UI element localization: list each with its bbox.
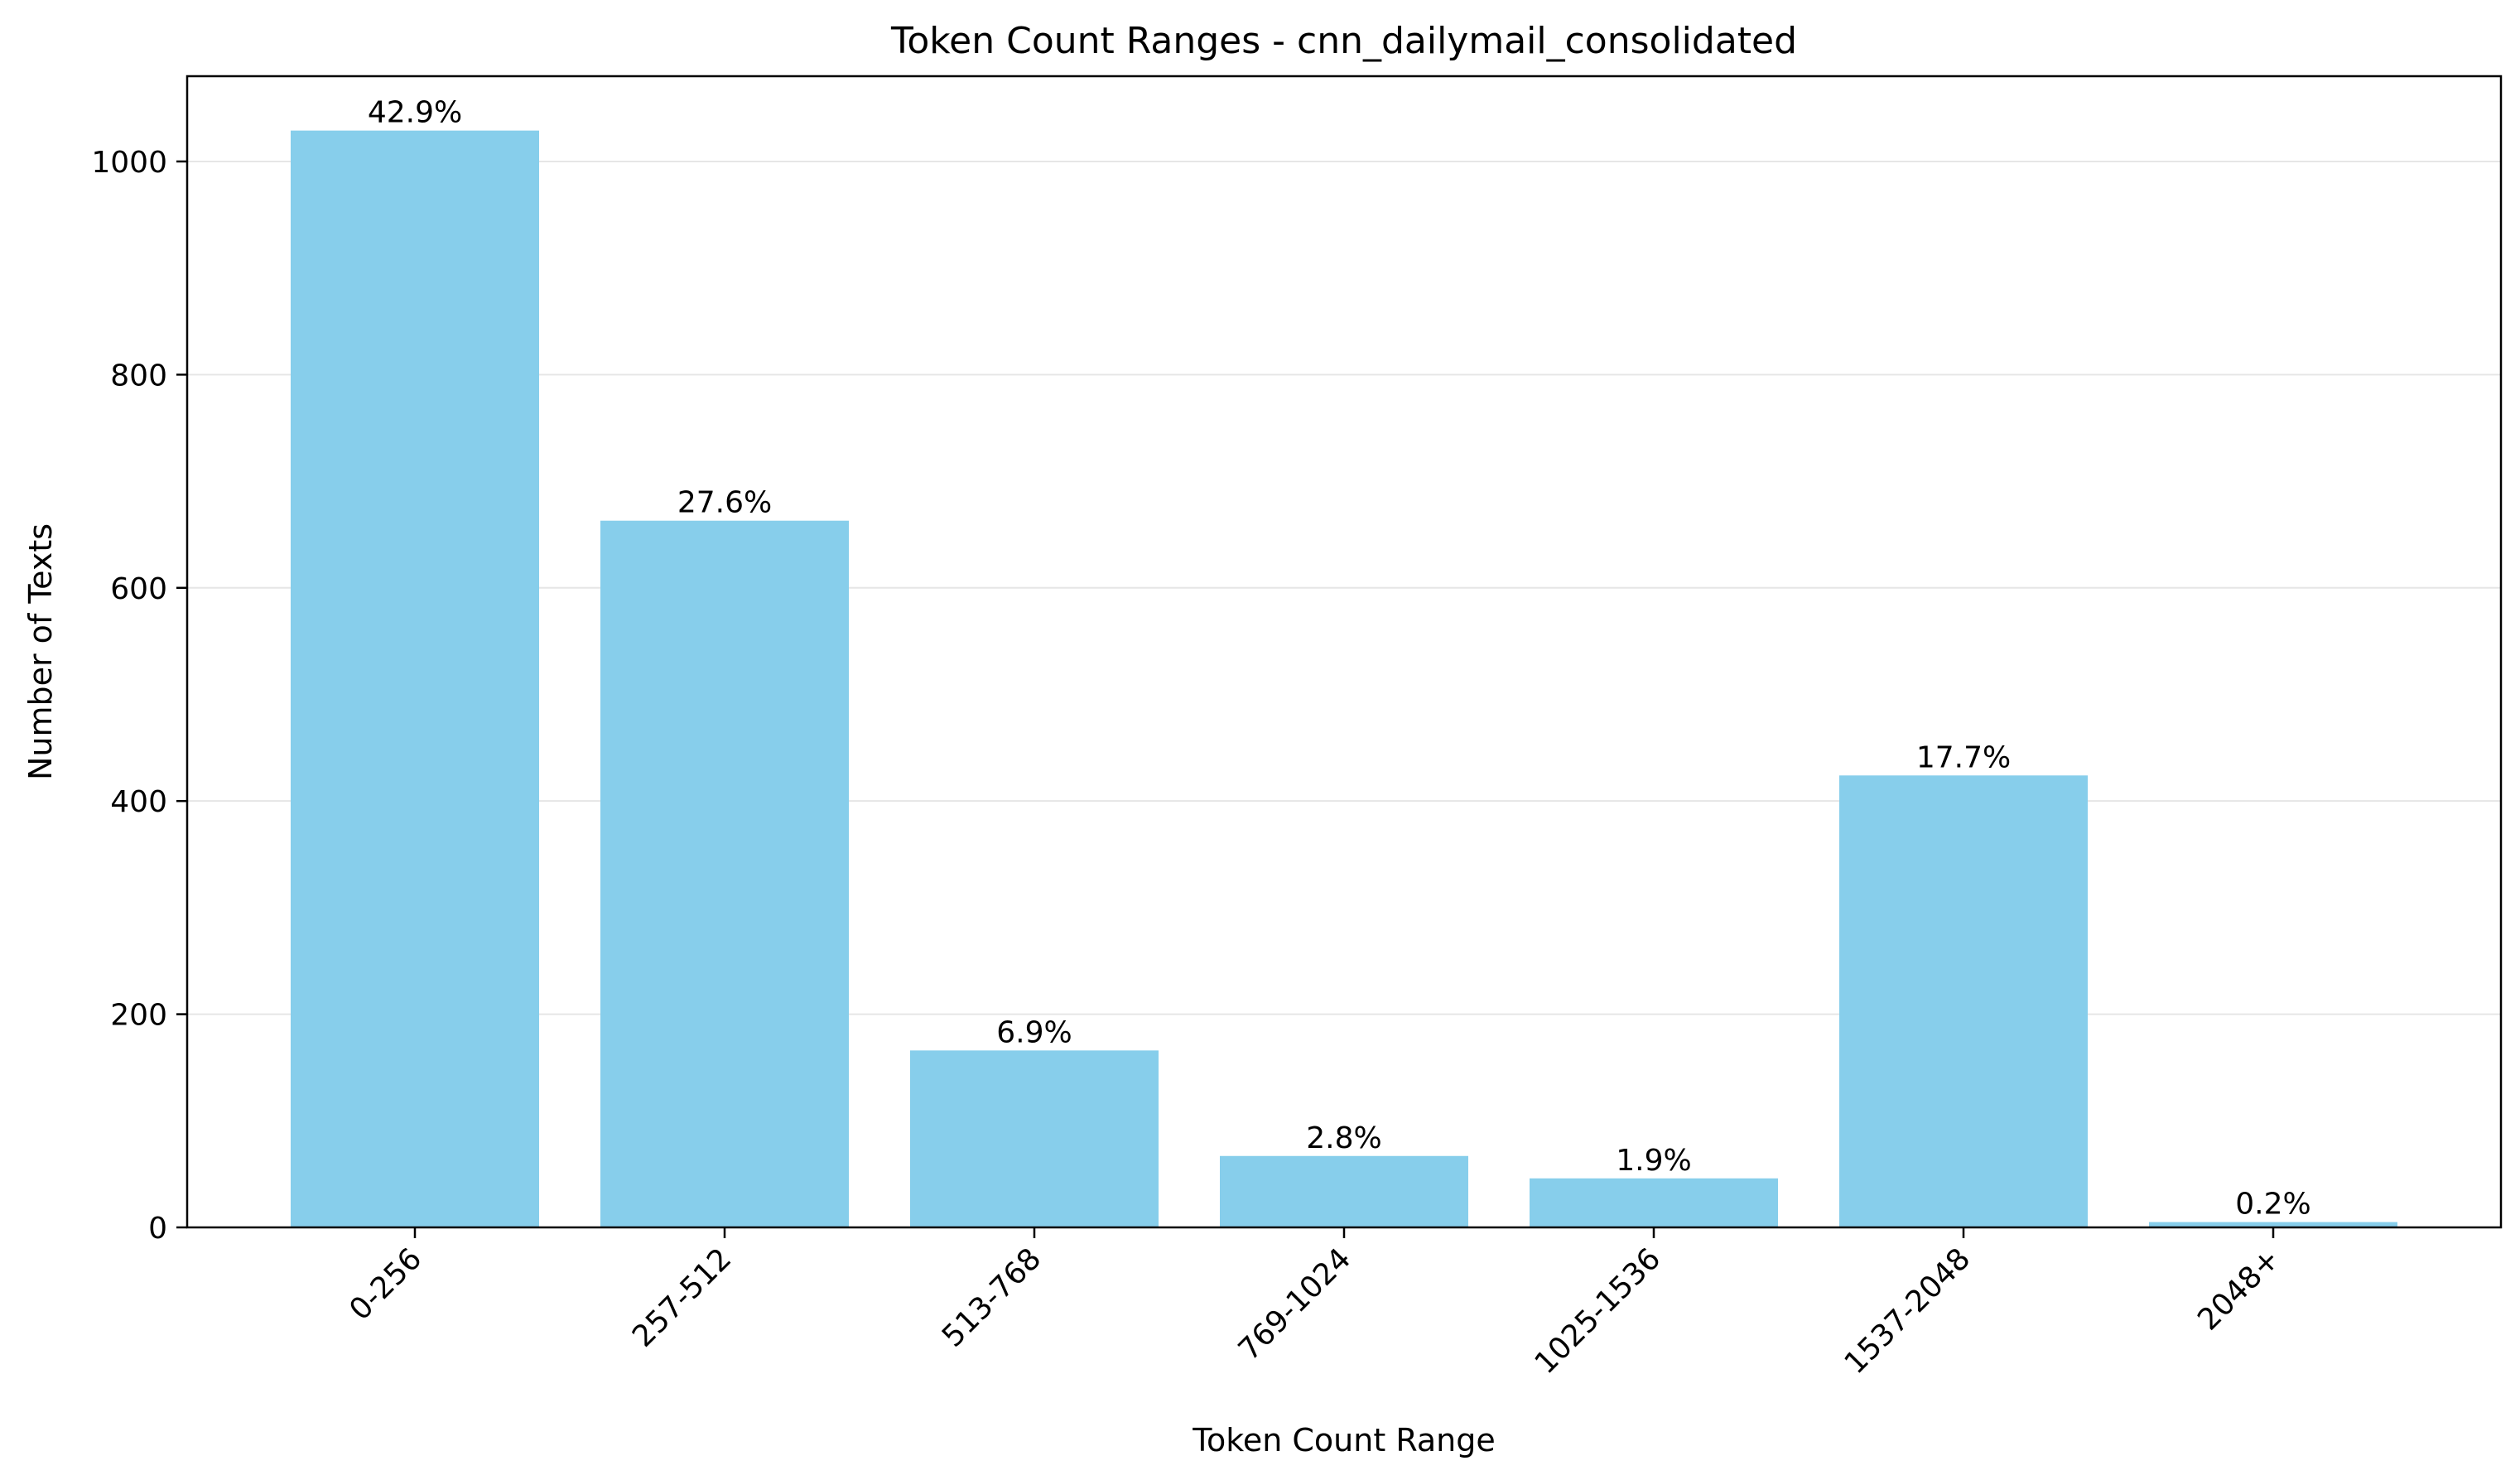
data-label: 17.7% [1916, 740, 2011, 774]
data-label: 1.9% [1616, 1144, 1691, 1178]
x-tick-label: 1537-2048 [1838, 1241, 1978, 1381]
x-tick-label: 1025-1536 [1529, 1241, 1668, 1381]
y-axis: 0 200 400 600 800 1000 [91, 146, 187, 1246]
data-label: 42.9% [368, 96, 462, 130]
bars [291, 130, 2397, 1227]
data-label: 6.9% [996, 1015, 1072, 1049]
bar-769-1024 [1220, 1155, 1468, 1227]
y-tick-label: 0 [148, 1212, 167, 1246]
data-label: 2.8% [1306, 1121, 1381, 1155]
bar-0-256 [291, 130, 539, 1227]
x-tick-label: 769-1024 [1232, 1241, 1358, 1367]
bar-1025-1536 [1530, 1178, 1778, 1227]
bar-513-768 [910, 1050, 1159, 1227]
x-tick-label: 2048+ [2191, 1241, 2286, 1337]
data-labels: 42.9% 27.6% 6.9% 2.8% 1.9% 17.7% 0.2% [368, 96, 2311, 1222]
y-tick-label: 200 [110, 999, 167, 1033]
x-tick-label: 513-768 [936, 1241, 1048, 1353]
data-label: 27.6% [677, 486, 772, 520]
y-tick-label: 800 [110, 359, 167, 393]
x-tick-label: 257-512 [626, 1241, 738, 1353]
y-tick-label: 600 [110, 572, 167, 606]
data-label: 0.2% [2235, 1188, 2310, 1222]
x-axis: 0-256 257-512 513-768 769-1024 1025-1536 1537… [343, 1227, 2286, 1381]
gridlines [187, 160, 2501, 1015]
x-tick-label: 0-256 [343, 1241, 428, 1327]
x-axis-title: Token Count Range [1192, 1422, 1496, 1458]
bar-257-512 [600, 520, 849, 1227]
y-tick-label: 1000 [91, 146, 167, 180]
y-tick-label: 400 [110, 785, 167, 819]
bar-2048+ [2149, 1222, 2397, 1227]
chart-title: Token Count Ranges - cnn_dailymail_conso… [890, 20, 1797, 62]
bar-1537-2048 [1839, 775, 2088, 1227]
y-axis-title: Number of Texts [22, 523, 59, 780]
plot-frame [186, 75, 2503, 1229]
